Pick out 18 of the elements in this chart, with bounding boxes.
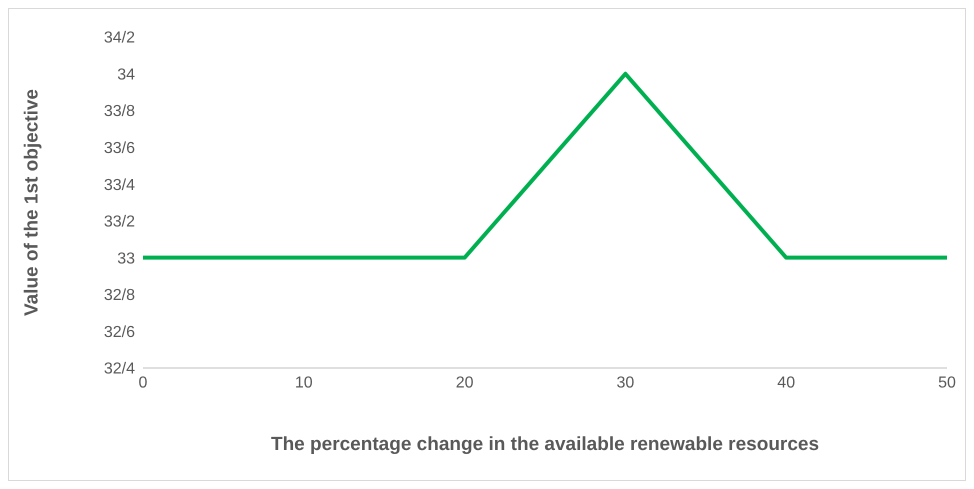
- y-tick-label: 32/4: [104, 360, 136, 378]
- x-tick-label: 40: [777, 374, 796, 392]
- x-tick-label: 50: [938, 374, 956, 392]
- x-tick-label: 0: [138, 374, 148, 392]
- y-tick-label: 34: [117, 66, 136, 84]
- y-tick-label: 33/2: [104, 214, 136, 231]
- x-tick-label: 10: [294, 374, 313, 392]
- y-tick-label: 32/8: [104, 287, 136, 304]
- y-tick-label: 33: [117, 250, 136, 268]
- x-tick-label: 30: [616, 374, 634, 392]
- y-tick-label: 34/2: [104, 30, 136, 47]
- y-axis-title: Value of the 1st objective: [22, 88, 43, 316]
- y-tick-label: 33/4: [104, 176, 136, 194]
- x-axis-title: The percentage change in the available renewable resources: [270, 434, 820, 455]
- y-tick-label: 33/8: [104, 103, 136, 120]
- y-tick-label: 33/6: [104, 140, 136, 158]
- y-tick-label: 32/6: [104, 324, 136, 341]
- x-tick-label: 20: [456, 374, 474, 392]
